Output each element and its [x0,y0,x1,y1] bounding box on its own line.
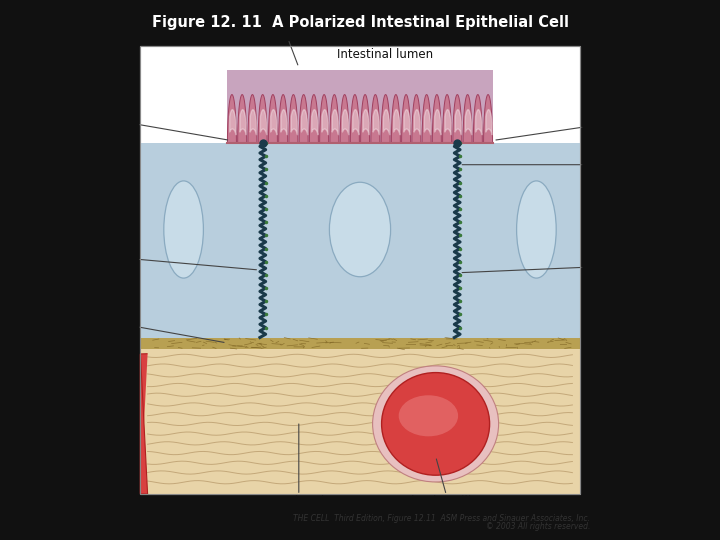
PathPatch shape [453,94,462,143]
PathPatch shape [392,94,400,143]
FancyBboxPatch shape [140,338,580,494]
Text: Connective tissue: Connective tissue [246,495,351,508]
PathPatch shape [140,354,148,494]
PathPatch shape [381,94,390,143]
Ellipse shape [399,395,458,436]
PathPatch shape [330,94,339,143]
Text: Figure 12. 11  A Polarized Intestinal Epithelial Cell: Figure 12. 11 A Polarized Intestinal Epi… [151,15,569,30]
PathPatch shape [463,94,472,143]
PathPatch shape [422,94,431,143]
PathPatch shape [412,94,421,143]
PathPatch shape [258,94,267,143]
Text: © 2003 All rights reserved.: © 2003 All rights reserved. [486,522,590,531]
Ellipse shape [382,373,490,475]
Text: THE CELL  Third Edition, Figure 12.11  ASM Press and Sinauer Associates, Inc.: THE CELL Third Edition, Figure 12.11 ASM… [294,514,590,523]
PathPatch shape [473,94,482,143]
PathPatch shape [238,94,247,143]
PathPatch shape [371,94,380,143]
PathPatch shape [484,94,492,143]
Text: Basal lamina: Basal lamina [57,320,133,333]
PathPatch shape [279,94,288,143]
PathPatch shape [351,94,359,143]
Text: Basolateral
protein: Basolateral protein [587,253,654,281]
FancyBboxPatch shape [140,338,580,349]
PathPatch shape [320,94,328,143]
PathPatch shape [310,94,318,143]
PathPatch shape [361,94,369,143]
PathPatch shape [443,94,451,143]
PathPatch shape [340,94,349,143]
FancyBboxPatch shape [227,70,493,143]
PathPatch shape [248,94,257,143]
Text: Apical protein: Apical protein [587,120,669,133]
Text: Tight junction: Tight junction [587,158,668,171]
PathPatch shape [289,94,298,143]
Ellipse shape [373,366,498,482]
PathPatch shape [402,94,410,143]
FancyBboxPatch shape [140,143,580,338]
PathPatch shape [432,94,441,143]
Text: Microvillus: Microvillus [266,29,329,42]
Text: Intestinal lumen: Intestinal lumen [337,48,433,60]
Ellipse shape [329,183,391,276]
Text: Blood capillary: Blood capillary [402,495,490,508]
PathPatch shape [269,94,277,143]
Ellipse shape [163,181,204,278]
Ellipse shape [517,181,556,278]
PathPatch shape [228,94,236,143]
Text: Basolateral
membrane: Basolateral membrane [66,245,133,273]
FancyBboxPatch shape [140,46,580,494]
PathPatch shape [299,94,308,143]
Text: Apical
membrane: Apical membrane [68,110,133,138]
